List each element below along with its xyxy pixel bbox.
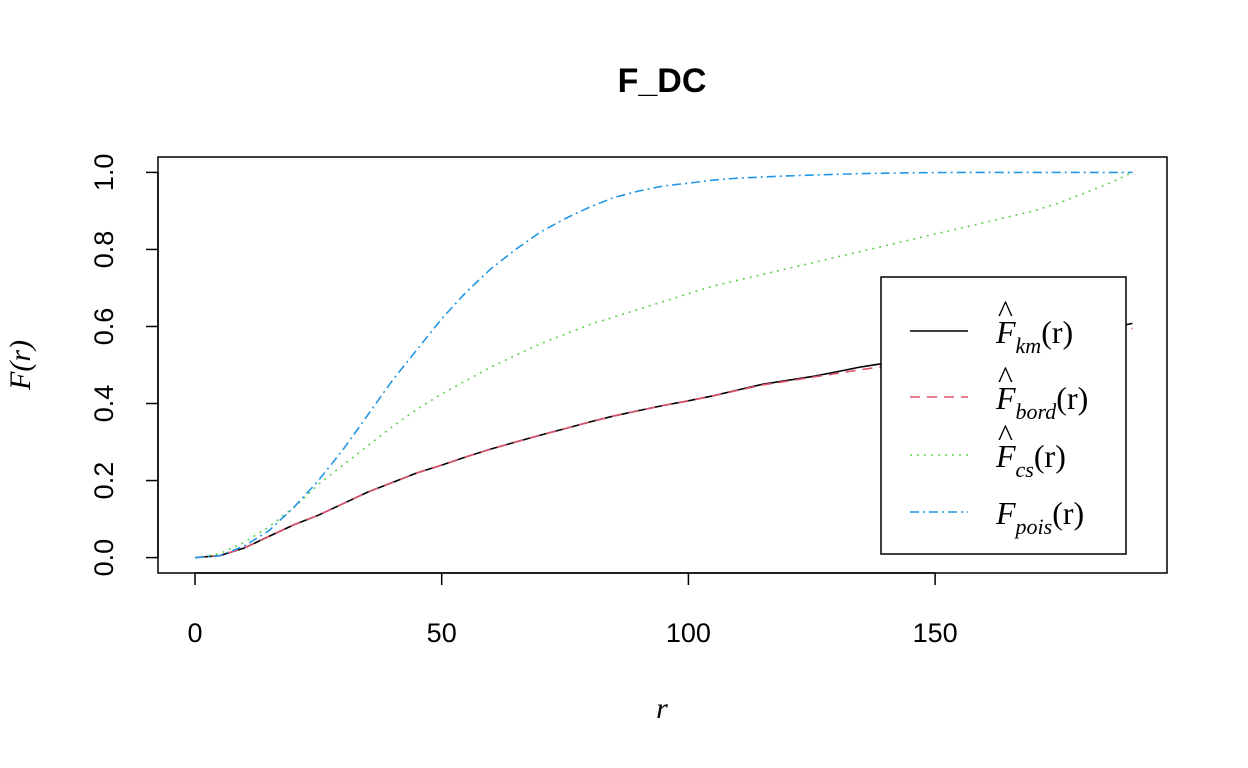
series-line-cs [194, 171, 1133, 559]
series-line-pois [194, 171, 1133, 559]
y-tick-label: 0.6 [89, 308, 119, 346]
x-axis: 0 50 100 150 [187, 572, 958, 648]
svg-text:F(r): F(r) [4, 340, 37, 391]
x-tick-label: 150 [913, 618, 958, 648]
y-tick-label: 0.8 [89, 231, 119, 269]
y-tick-label: 1.0 [89, 154, 119, 192]
x-axis-label: r [656, 692, 668, 725]
y-axis-label: F(r) [4, 340, 37, 391]
chart-title: F_DC [618, 62, 707, 100]
y-tick-label: 0.4 [89, 385, 119, 423]
legend-label-cs: Fcs(r) [995, 438, 1066, 482]
legend-hat-cs: ^ [997, 417, 1013, 453]
y-axis: 0.0 0.2 0.4 0.6 0.8 1.0 [89, 154, 159, 577]
legend-label-km: Fkm(r) [995, 314, 1073, 358]
legend-label-bord: Fbord(r) [995, 380, 1088, 424]
x-tick-label: 100 [666, 618, 711, 648]
x-tick-label: 0 [187, 618, 202, 648]
series-line-bord [194, 327, 1133, 559]
y-tick-label: 0.0 [89, 539, 119, 577]
legend-box [880, 276, 1127, 555]
legend-hat-km: ^ [997, 293, 1013, 329]
legend-hat-bord: ^ [997, 359, 1013, 395]
y-tick-label: 0.2 [89, 462, 119, 500]
legend: Fkm(r)^Fbord(r)^Fcs(r)^Fpois(r) [880, 276, 1127, 555]
x-tick-label: 50 [427, 618, 457, 648]
legend-label-pois: Fpois(r) [995, 495, 1084, 539]
y-axis-label-text: F(r) [4, 340, 37, 391]
